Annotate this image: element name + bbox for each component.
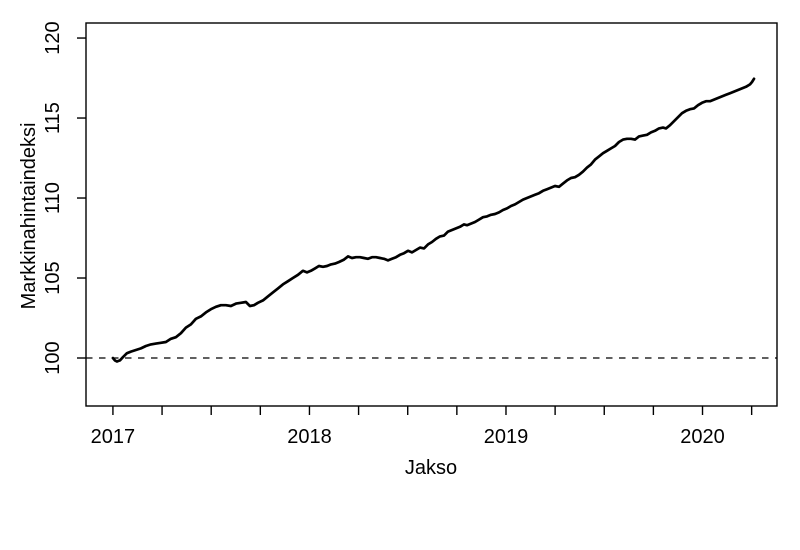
y-tick-label: 115	[42, 102, 64, 134]
y-tick-label: 110	[42, 182, 64, 214]
y-tick-label: 100	[42, 341, 64, 374]
y-tick-label: 105	[42, 261, 64, 294]
x-axis-tick-labels: 2017 2018 2019 2020	[91, 426, 725, 448]
y-axis-ticks	[77, 37, 86, 359]
y-axis-tick-labels: 100 105 110 115 120	[42, 21, 64, 374]
x-axis-ticks	[112, 406, 753, 415]
x-tick-label: 2020	[680, 426, 725, 448]
plot-border	[85, 22, 778, 407]
x-tick-label: 2017	[91, 426, 136, 448]
x-axis-title: Jakso	[405, 457, 457, 479]
y-axis-title: Markkinahintaindeksi	[18, 123, 40, 310]
index-series-line	[111, 77, 756, 363]
x-tick-label: 2018	[287, 426, 332, 448]
x-tick-label: 2019	[484, 426, 529, 448]
y-tick-label: 120	[42, 21, 64, 54]
